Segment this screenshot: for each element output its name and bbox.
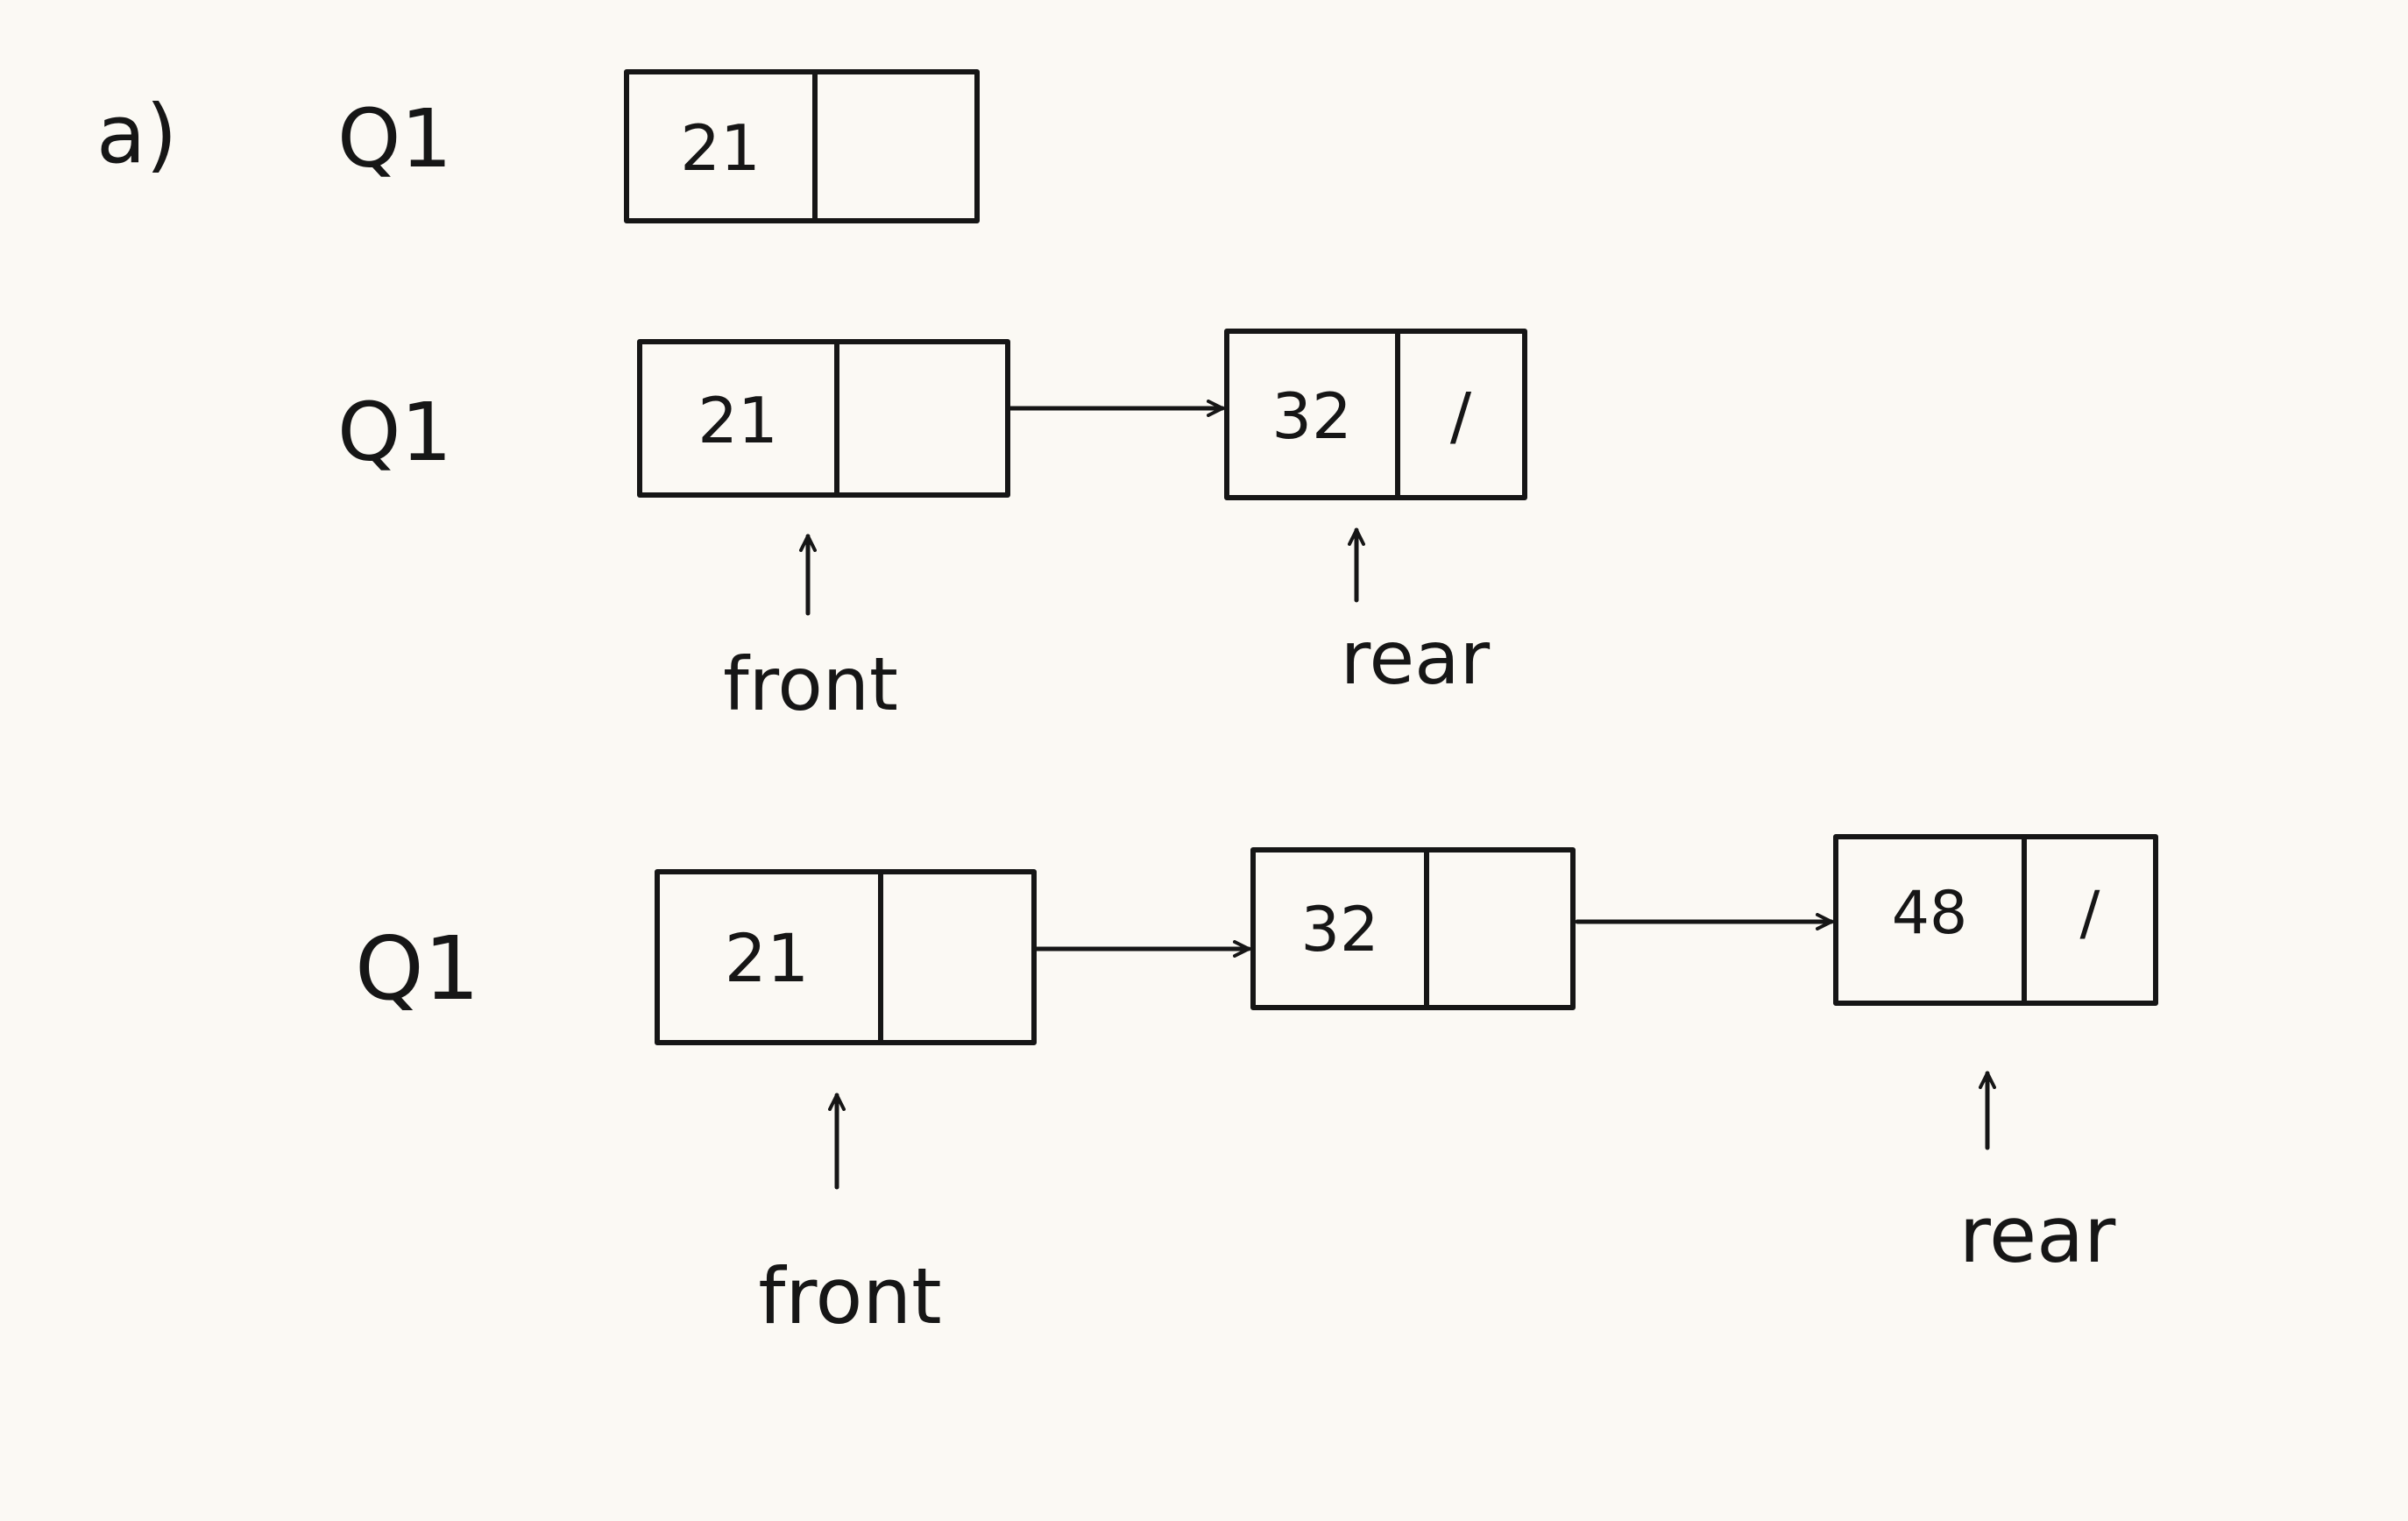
node-box [1250, 847, 1576, 1010]
queue-node: 21 [655, 869, 1037, 1045]
node-box [637, 339, 1010, 498]
queue-name-label: Q1 [337, 386, 452, 479]
node-next-pointer: / [1450, 379, 1472, 453]
node-box [624, 69, 980, 223]
queue-name-label: Q1 [355, 917, 479, 1020]
node-value: 32 [1271, 379, 1352, 453]
snapshot-3: Q1 21 32 48 / front rear [355, 834, 2158, 1341]
node-value: 21 [698, 384, 778, 457]
node-value: 32 [1300, 894, 1378, 966]
queue-node: 32 / [1224, 329, 1527, 500]
part-label: a) [96, 88, 177, 181]
queue-node: 21 [624, 69, 980, 223]
snapshot-1: Q1 21 [337, 69, 980, 223]
queue-node: 48 / [1833, 834, 2158, 1006]
node-box [1833, 834, 2158, 1006]
node-box [655, 869, 1037, 1045]
node-value: 48 [1892, 879, 1968, 948]
queue-node: 32 [1250, 847, 1576, 1010]
front-label: front [723, 641, 898, 727]
node-value: 21 [680, 111, 761, 185]
front-label: front [758, 1251, 941, 1341]
queue-name-label: Q1 [337, 92, 452, 186]
node-next-pointer: / [2080, 879, 2100, 948]
rear-label: rear [1959, 1190, 2116, 1280]
node-box [1224, 329, 1527, 500]
rear-label: rear [1341, 615, 1491, 701]
node-value: 21 [725, 919, 810, 997]
snapshot-2: Q1 21 32 / front rear [337, 329, 1527, 727]
queue-node: 21 [637, 339, 1010, 498]
